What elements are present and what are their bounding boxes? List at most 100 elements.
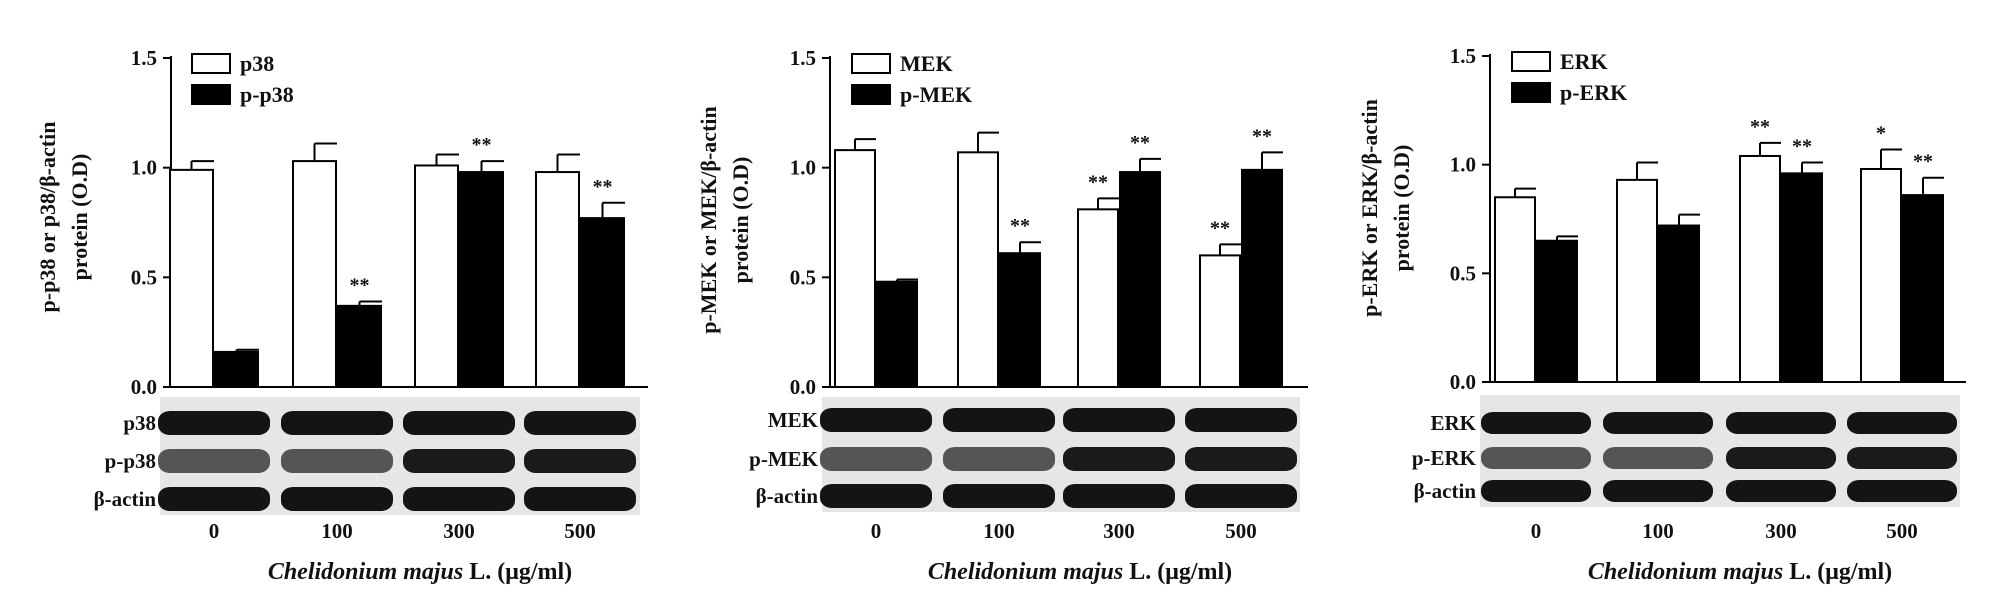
blot-row-label: β-actin <box>94 487 157 511</box>
bar-p38-500 <box>535 171 580 388</box>
x-axis-title-species: Chelidonium majus <box>268 559 463 585</box>
legend-label-p-MEK: p-MEK <box>900 82 972 107</box>
legend-swatch-p-p38 <box>191 84 231 105</box>
blot-band <box>281 487 393 511</box>
blot-band <box>1063 408 1175 432</box>
legend-swatch-ERK <box>1511 51 1551 72</box>
significance-mark: * <box>1876 122 1886 144</box>
x-tick-label: 0 <box>209 519 220 543</box>
blot-band <box>1185 408 1297 432</box>
x-axis-title-species: Chelidonium majus <box>1588 559 1783 585</box>
bar-ERK-100 <box>1616 178 1658 383</box>
bar-p-ERK-300 <box>1781 172 1823 383</box>
western-blot-image <box>1480 395 1960 507</box>
chart-panel-2: 0.0 0.5 1.0 1.5 p-MEK or MEK/β-actin protein … <box>696 46 1308 585</box>
y-tick-label: 0.5 <box>1450 261 1476 285</box>
blot-band <box>1847 480 1957 502</box>
blot-band <box>403 411 515 435</box>
y-tick-label: 0.5 <box>131 265 157 289</box>
blot-row-label: p-p38 <box>105 449 156 473</box>
significance-mark: ** <box>1913 151 1933 173</box>
blot-band <box>943 408 1055 432</box>
bar-p38-300 <box>414 164 459 388</box>
bar-MEK-100 <box>957 151 999 388</box>
y-axis-title-line2: protein (O.D) <box>1389 145 1414 272</box>
blot-band <box>524 449 636 473</box>
legend-swatch-p-MEK <box>851 84 891 105</box>
significance-mark: ** <box>1792 135 1812 157</box>
legend-swatch-p-ERK <box>1511 82 1551 103</box>
blot-band <box>943 447 1055 471</box>
x-tick-label: 500 <box>564 519 596 543</box>
blot-band <box>403 487 515 511</box>
x-tick-label: 0 <box>871 519 882 543</box>
x-tick-label: 300 <box>1103 519 1135 543</box>
y-axis-title-line1: p-MEK or MEK/β-actin <box>696 106 721 334</box>
x-tick-label: 300 <box>443 519 475 543</box>
y-tick-label: 1.0 <box>1450 153 1476 177</box>
blot-band <box>1726 480 1836 502</box>
y-tick-label: 1.5 <box>131 46 157 70</box>
bar-p-ERK-0 <box>1536 239 1578 383</box>
bar-p38-0 <box>169 168 214 388</box>
significance-mark: ** <box>350 274 370 296</box>
legend-label-MEK: MEK <box>900 51 953 76</box>
bar-p-p38-0 <box>214 350 259 389</box>
legend-swatch-MEK <box>851 53 891 74</box>
blot-row-label: p-ERK <box>1412 446 1477 470</box>
bar-p-MEK-0 <box>876 280 918 388</box>
blot-band <box>1726 412 1836 434</box>
significance-mark: ** <box>472 134 492 156</box>
legend-label-ERK: ERK <box>1560 49 1608 74</box>
blot-band <box>820 408 932 432</box>
blot-band <box>281 411 393 435</box>
blot-band <box>158 487 270 511</box>
blot-band <box>1063 484 1175 508</box>
blot-band <box>281 449 393 473</box>
legend-label-p-p38: p-p38 <box>240 82 294 107</box>
blot-band <box>820 447 932 471</box>
bar-ERK-500 <box>1860 168 1902 383</box>
x-tick-label: 500 <box>1225 519 1257 543</box>
bar-p-p38-300 <box>459 171 504 388</box>
significance-mark: ** <box>1750 116 1770 138</box>
bar-MEK-300 <box>1077 208 1119 388</box>
y-tick-label: 1.5 <box>790 46 816 70</box>
bar-p-MEK-500 <box>1241 168 1283 388</box>
blot-band <box>820 484 932 508</box>
x-axis-title-unit: L. (μg/ml) <box>463 559 572 585</box>
significance-mark: ** <box>593 176 613 198</box>
significance-mark: ** <box>1130 132 1150 154</box>
y-tick-label: 1.0 <box>790 156 816 180</box>
y-tick-label: 0.0 <box>790 375 816 399</box>
x-axis-title-unit: L. (μg/ml) <box>1783 559 1892 585</box>
bar-p-MEK-300 <box>1119 171 1161 388</box>
blot-band <box>1063 447 1175 471</box>
blot-band <box>158 411 270 435</box>
y-tick-label: 0.0 <box>131 375 157 399</box>
legend-label-p38: p38 <box>240 51 274 76</box>
western-blot-image <box>158 397 640 515</box>
blot-row-label: p38 <box>123 411 156 435</box>
blot-band <box>1481 480 1591 502</box>
blot-row-label: MEK <box>768 408 819 432</box>
y-axis-title-line1: p-p38 or p38/β-actin <box>35 122 60 313</box>
blot-band <box>1481 447 1591 469</box>
significance-mark: ** <box>1088 171 1108 193</box>
y-axis-title-line1: p-ERK or ERK/β-actin <box>1357 99 1382 317</box>
y-tick-label: 0.0 <box>1450 370 1476 394</box>
blot-band <box>1847 447 1957 469</box>
x-tick-label: 100 <box>1642 519 1674 543</box>
legend-swatch-p38 <box>191 53 231 74</box>
bar-MEK-0 <box>834 149 876 388</box>
x-tick-label: 100 <box>983 519 1015 543</box>
bar-p-p38-100 <box>337 304 382 389</box>
legend-label-p-ERK: p-ERK <box>1560 80 1627 105</box>
blot-band <box>1185 447 1297 471</box>
blot-band <box>1481 412 1591 434</box>
significance-mark: ** <box>1010 215 1030 237</box>
bar-p-ERK-500 <box>1902 194 1944 383</box>
bar-p38-100 <box>292 160 337 388</box>
blot-row-label: β-actin <box>1414 479 1477 503</box>
blot-row-label: p-MEK <box>749 447 819 471</box>
